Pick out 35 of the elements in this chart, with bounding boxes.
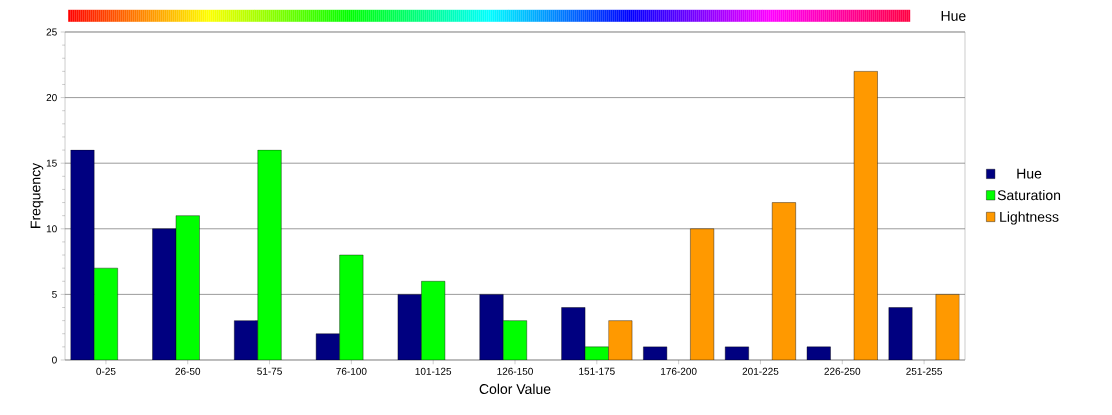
bar [70,149,95,360]
y-tick-label: 25 [46,28,57,36]
bar [935,294,960,360]
x-tick-label: 76-100 [336,367,367,375]
y-tick-label: 0 [52,356,57,364]
x-axis-title: Color Value [479,383,551,395]
text: Hue [941,11,966,21]
x-tick-label: 201-225 [742,367,779,375]
bar [853,71,878,360]
legend-label: Lightness [1000,211,1059,225]
x-tick-label: 0-25 [96,367,116,375]
x-tick-label: 51-75 [257,367,282,375]
y-tick-label: 15 [46,159,57,167]
y-tick-label: 5 [52,290,57,298]
x-tick-label: 251-255 [906,367,943,375]
bar [690,228,715,360]
x-tick-label: 126-150 [497,367,533,375]
bar [479,294,504,360]
x-tick-label: 226-250 [824,367,861,375]
bar [234,320,259,360]
legend-label: Hue [1017,168,1042,179]
x-tick-label: 101-125 [415,367,452,375]
bar [608,320,633,360]
bar [152,228,177,360]
bar [561,307,586,360]
legend-label: Saturation [997,189,1061,201]
x-tick-label: 176-200 [661,367,697,375]
y-tick-label: 10 [46,225,57,233]
y-tick-label: 20 [46,94,57,102]
bar [772,202,796,360]
y-axis-title: Frequency [30,162,44,228]
x-tick-label: 26-50 [175,367,201,375]
bar [397,294,422,360]
bar [888,307,913,360]
x-tick-label: 151-175 [579,367,615,375]
